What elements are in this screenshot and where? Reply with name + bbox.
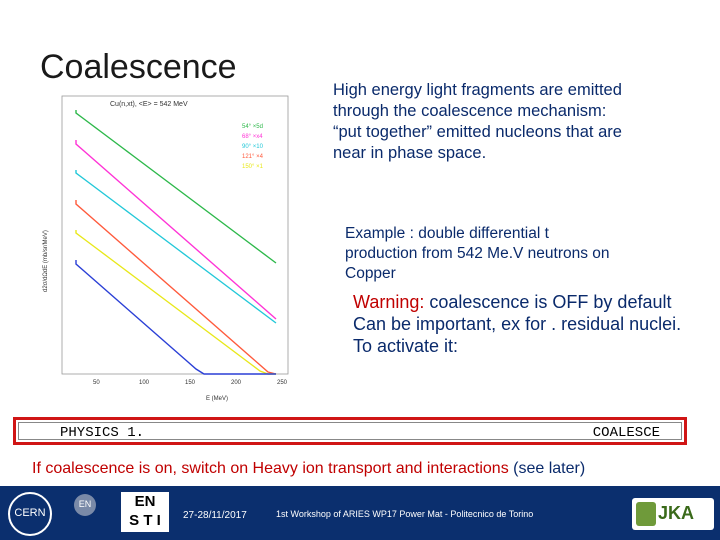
chart-legend: 54° ×5d 68° ×x4 90° ×10 121° ×4 150° ×1 [242, 124, 264, 170]
heavy-ion-note: If coalescence is on, switch on Heavy io… [32, 460, 585, 478]
x-tick-label: 150 [185, 380, 196, 386]
warning-line3: To activate it: [353, 336, 459, 356]
chart-curves [75, 110, 277, 375]
chart-y-label: d2σ/dΩdE (mb/sr/MeV) [43, 230, 49, 292]
footer-workshop: 1st Workshop of ARIES WP17 Power Mat - P… [276, 509, 534, 519]
code-coalesce: COALESCE [592, 425, 660, 441]
series-line-4 [75, 230, 276, 375]
series-line-1 [75, 140, 277, 320]
example-text: Example : double differential t producti… [345, 225, 610, 282]
en-sti-bottom: S T I [129, 512, 161, 529]
code-physics: PHYSICS 1. [60, 425, 145, 441]
series-line-0 [75, 110, 277, 264]
legend-entry-1: 68° ×x4 [242, 134, 263, 140]
slide-title: Coalescence [40, 48, 237, 86]
warning-block: Warning: coalescence is OFF by default C… [353, 291, 718, 357]
warning-label: Warning: [353, 292, 425, 312]
legend-entry-0: 54° ×5d [242, 124, 263, 130]
note-see-later: (see later) [513, 460, 586, 477]
chart-title: Cu(n,xt), <E> = 542 MeV [110, 101, 188, 108]
footer-bar: CERN [0, 486, 720, 540]
x-tick-label: 250 [277, 380, 288, 386]
en-logo: EN [74, 494, 96, 516]
warning-line1: coalescence is OFF by default [424, 292, 672, 312]
series-line-3 [75, 200, 277, 375]
legend-entry-4: 150° ×1 [242, 164, 264, 170]
jka-logo: JKA [632, 498, 714, 530]
coalescence-chart: Cu(n,xt), <E> = 542 MeV 54° ×5d 68° ×x4 90… [38, 92, 300, 404]
note-text: If coalescence is on, switch on Heavy io… [32, 460, 514, 477]
chart-x-label: E (MeV) [206, 396, 228, 402]
legend-entry-2: 90° ×10 [242, 144, 264, 150]
jka-logo-icon [636, 502, 656, 526]
series-line-5 [75, 260, 276, 375]
warning-line2: Can be important, ex for . residual nucl… [353, 314, 682, 334]
physics-card-box: PHYSICS 1. COALESCE [13, 417, 687, 445]
legend-entry-3: 121° ×4 [242, 154, 264, 160]
en-sti-top: EN [134, 493, 156, 510]
x-tick-label: 100 [139, 380, 150, 386]
code-inner-frame [18, 422, 682, 440]
intro-paragraph: High energy light fragments are emitted … [333, 81, 622, 162]
footer-date: 27-28/11/2017 [183, 510, 247, 521]
series-line-2 [75, 170, 277, 324]
x-tick-label: 50 [93, 380, 100, 386]
en-sti-logo: EN S T I [121, 492, 169, 532]
chart-x-ticks: 50 100 150 200 250 [93, 380, 288, 386]
cern-logo: CERN [8, 492, 52, 536]
chart-frame [61, 95, 289, 375]
x-tick-label: 200 [231, 380, 242, 386]
